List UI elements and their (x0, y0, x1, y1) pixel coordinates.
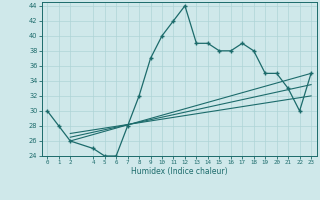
X-axis label: Humidex (Indice chaleur): Humidex (Indice chaleur) (131, 167, 228, 176)
